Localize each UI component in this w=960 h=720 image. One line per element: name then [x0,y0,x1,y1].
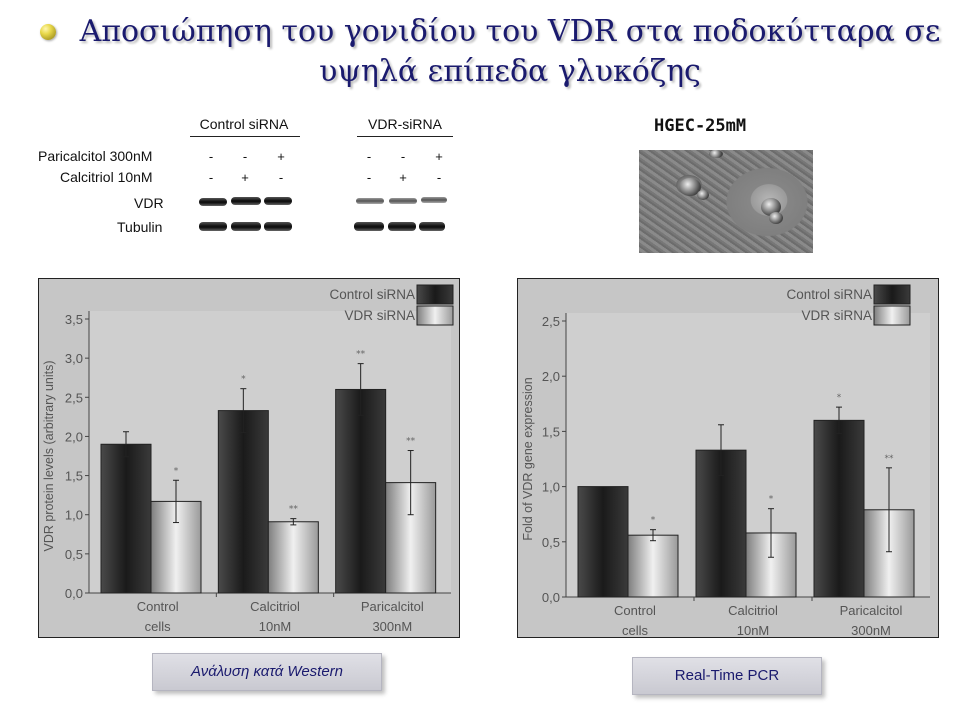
significance-mark: * [241,375,246,385]
y-tick-label: 3,0 [65,351,83,366]
bar [100,443,152,594]
bar [335,388,387,594]
wb-row-label: Calcitriol 10nM [60,169,153,185]
legend-label: Control siRNA [329,287,415,302]
pcr-chart: 0,0 0,5 1,0 1,5 2,0 2,5 Fold of VDR gene expre… [517,278,939,638]
y-tick-label: 1,5 [65,469,83,484]
wb-band [264,197,292,205]
western-analysis-button[interactable]: Ανάλυση κατά Western [152,653,382,691]
slide-title: Αποσιώπηση του γονιδίου του VDR στα ποδο… [79,14,941,89]
wb-band [231,222,261,231]
wb-row-label: Paricalcitol 300nM [38,148,153,164]
wb-group-underline [190,136,300,137]
wb-band-label: VDR [134,195,164,211]
legend-label: Control siRNA [786,287,872,302]
bar [267,521,319,594]
x-tick-label: 10nM [737,623,770,637]
significance-mark: ** [406,437,416,447]
legend-swatch [873,284,911,305]
wb-sign: - [208,170,214,185]
x-tick-label: Paricalcitol [840,603,903,618]
wb-sign: - [436,170,442,185]
x-tick-label: 300nM [372,619,412,634]
bar [627,534,679,598]
x-tick-label: Calcitriol [728,603,778,618]
bullet-icon [40,24,56,40]
legend-label: VDR siRNA [344,308,415,323]
wb-sign: - [366,170,372,185]
bar [577,486,629,598]
wb-band [264,222,292,231]
y-tick-label: 1,5 [542,424,560,439]
wb-sign: - [242,149,248,164]
wb-sign: - [366,149,372,164]
wb-band-label: Tubulin [117,219,163,235]
wb-sign: + [241,170,249,185]
wb-sign: - [208,149,214,164]
y-tick-label: 1,0 [542,480,560,495]
y-tick-label: 2,5 [542,314,560,329]
y-tick-label: 0,5 [65,547,83,562]
y-tick-label: 3,5 [65,312,83,327]
pcr-chart-svg: 0,0 0,5 1,0 1,5 2,0 2,5 Fold of VDR gene expre… [521,284,930,637]
wb-band [354,222,384,231]
wb-band [388,222,416,231]
y-axis-label: Fold of VDR gene expression [521,377,535,540]
legend-swatch [873,305,911,326]
y-tick-label: 2,0 [65,429,83,444]
significance-mark: ** [289,505,299,515]
wb-band [389,198,417,204]
wb-band [231,197,261,205]
wb-sign: + [277,149,285,164]
y-tick-label: 0,0 [542,590,560,605]
significance-mark: ** [356,350,366,360]
significance-mark: * [174,466,179,476]
western-chart-svg: 0,0 0,5 1,0 1,5 2,0 2,5 3,0 3,5 VDR protein leve… [42,284,454,634]
wb-group-control: Control siRNA [199,116,289,132]
y-tick-label: 2,5 [65,390,83,405]
western-chart: 0,0 0,5 1,0 1,5 2,0 2,5 3,0 3,5 VDR protein leve… [38,278,460,638]
x-tick-label: cells [622,623,649,637]
legend-swatch [416,305,454,326]
legend-swatch [416,284,454,305]
y-tick-label: 1,0 [65,508,83,523]
significance-mark: ** [885,454,895,464]
x-tick-label: 300nM [851,623,891,637]
y-tick-label: 0,0 [65,586,83,601]
wb-band [419,222,445,231]
y-tick-label: 2,0 [542,369,560,384]
wb-sign: + [399,170,407,185]
y-tick-label: 0,5 [542,535,560,550]
wb-sign: + [435,149,443,164]
significance-mark: * [651,516,656,526]
wb-band [421,197,447,203]
real-time-pcr-button[interactable]: Real-Time PCR [632,657,822,695]
bar [217,410,269,594]
wb-band [356,198,384,204]
wb-group-underline [357,136,453,137]
x-tick-label: cells [145,619,172,634]
wb-band [199,198,227,206]
cell-image-label: HGEC-25mM [654,116,747,136]
legend-label: VDR siRNA [801,308,872,323]
x-tick-label: Control [614,603,656,618]
bar [150,500,202,594]
x-tick-label: Control [137,599,179,614]
significance-mark: * [769,495,774,505]
wb-group-vdr: VDR-siRNA [368,116,442,132]
wb-sign: - [278,170,284,185]
y-axis-label: VDR protein levels (arbitrary units) [42,360,56,551]
bar [813,419,865,598]
cell-micrograph [639,150,813,253]
wb-band [199,222,227,231]
wb-sign: - [400,149,406,164]
x-tick-label: Paricalcitol [361,599,424,614]
significance-mark: * [837,393,842,403]
x-tick-label: 10nM [259,619,292,634]
x-tick-label: Calcitriol [250,599,300,614]
